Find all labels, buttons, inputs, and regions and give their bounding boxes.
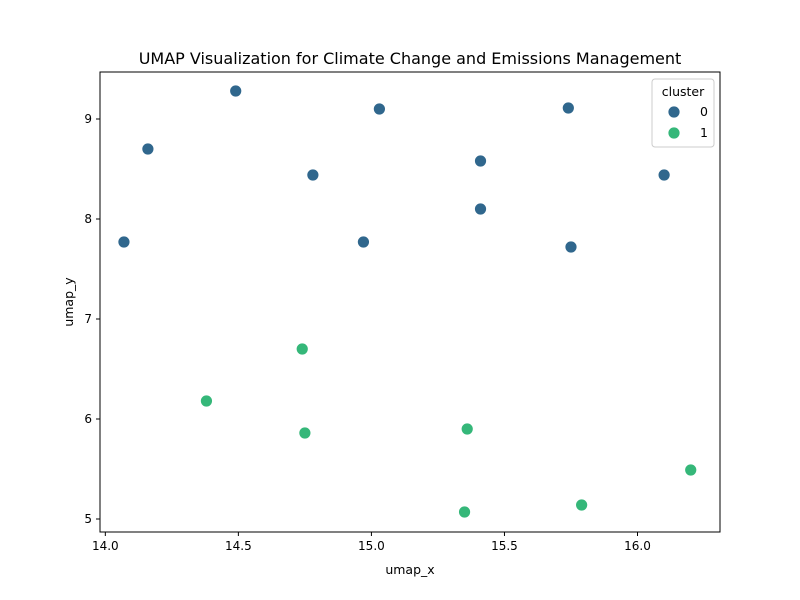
legend-label: 1: [700, 125, 708, 140]
x-tick-label: 16.0: [624, 539, 651, 553]
data-point-cluster-1: [295, 342, 309, 356]
data-points: [117, 84, 698, 519]
y-tick-label: 9: [84, 112, 92, 126]
data-point-cluster-0: [372, 102, 386, 116]
data-point-cluster-1: [298, 426, 312, 440]
data-point-cluster-0: [564, 240, 578, 254]
legend-label: 0: [700, 104, 708, 119]
y-tick-label: 6: [84, 412, 92, 426]
y-tick-label: 8: [84, 212, 92, 226]
data-point-cluster-0: [229, 84, 243, 98]
x-tick-label: 15.5: [491, 539, 518, 553]
data-point-cluster-0: [561, 101, 575, 115]
data-point-cluster-0: [306, 168, 320, 182]
y-axis: 5 6 7 8 9: [84, 112, 100, 526]
legend-title: cluster: [662, 84, 705, 99]
x-axis: 14.0 14.5 15.0 15.5 16.0: [92, 532, 651, 553]
x-tick-label: 14.5: [225, 539, 252, 553]
data-point-cluster-0: [474, 154, 487, 168]
data-point-cluster-0: [141, 142, 155, 156]
data-point-cluster-0: [117, 235, 131, 249]
chart-title: UMAP Visualization for Climate Change an…: [139, 49, 682, 68]
legend-box: [651, 78, 715, 148]
x-tick-label: 15.0: [358, 539, 385, 553]
data-point-cluster-0: [357, 235, 370, 249]
data-point-cluster-0: [657, 168, 671, 182]
legend: cluster 0 1: [651, 78, 715, 148]
y-tick-label: 7: [84, 312, 92, 326]
x-tick-label: 14.0: [92, 539, 119, 553]
data-point-cluster-1: [460, 422, 474, 436]
y-axis-label: umap_y: [61, 277, 76, 327]
data-point-cluster-1: [200, 394, 213, 408]
data-point-cluster-0: [474, 202, 487, 216]
plot-area: [99, 71, 721, 533]
y-tick-label: 5: [84, 512, 92, 526]
data-point-cluster-1: [458, 505, 471, 519]
legend-marker: [667, 126, 681, 140]
legend-marker: [667, 105, 681, 119]
data-point-cluster-1: [684, 463, 698, 477]
data-point-cluster-1: [575, 498, 589, 512]
x-axis-label: umap_x: [385, 562, 434, 577]
